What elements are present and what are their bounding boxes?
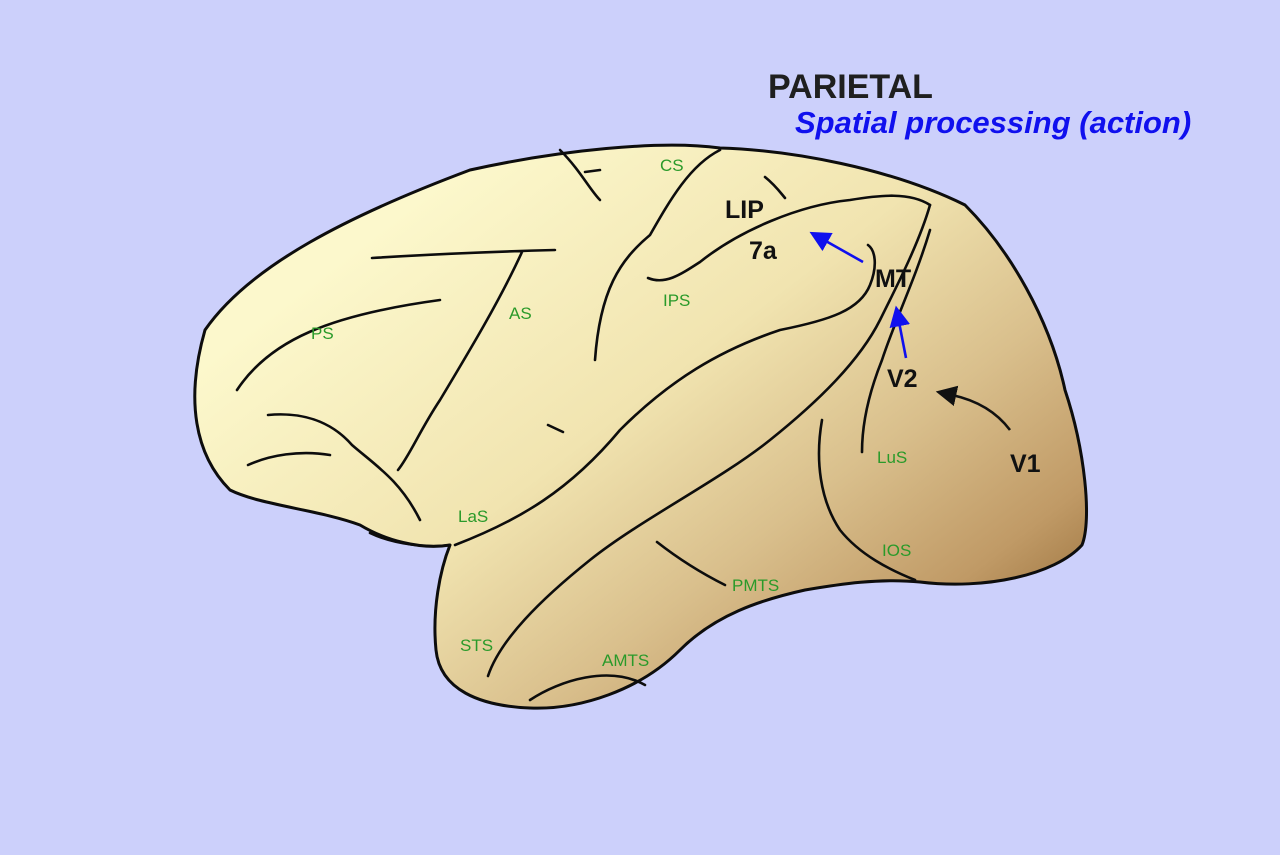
frontal-sulcus-line [266, 413, 422, 522]
label-ios: IOS [882, 541, 911, 560]
arrow-mt-to-7a [809, 231, 864, 264]
diagram-title: PARIETAL [768, 68, 933, 106]
sulcus-short-line-1 [583, 168, 602, 174]
label-as: AS [509, 304, 532, 323]
central-sulcus-line [593, 148, 722, 362]
label-amts: AMTS [602, 651, 649, 670]
sulci-lines [235, 148, 932, 702]
label-7a: 7a [749, 237, 778, 265]
label-lus: LuS [877, 448, 907, 467]
lunate-sulcus-line [860, 228, 932, 454]
arcuate-sulcus-line [370, 248, 557, 472]
ips-line [646, 194, 932, 282]
label-pmts: PMTS [732, 576, 779, 595]
principal-sulcus-line [235, 298, 442, 392]
label-mt: MT [875, 265, 911, 293]
ips-short-line [763, 175, 787, 200]
lateral-sulcus-line [453, 243, 877, 547]
temporal-lower-line [368, 531, 452, 548]
label-sts: STS [460, 636, 493, 655]
label-ips: IPS [663, 291, 690, 310]
label-v2: V2 [887, 365, 918, 393]
label-ps: PS [311, 324, 334, 343]
label-cs: CS [660, 156, 684, 175]
diagram-subtitle: Spatial processing (action) [795, 105, 1191, 140]
orbital-sulcus-line [246, 451, 332, 467]
label-las: LaS [458, 507, 488, 526]
short-dash-line [546, 423, 565, 434]
pmts-line [655, 540, 727, 587]
central-sulcus-upper-line [558, 148, 602, 202]
sts-line [486, 203, 932, 678]
amts-line [528, 674, 647, 702]
arrow-v1-to-v2 [935, 385, 1012, 431]
label-v1: V1 [1010, 450, 1041, 478]
arrow-v2-to-mt [889, 305, 911, 359]
label-lip: LIP [725, 196, 764, 224]
ios-line [817, 418, 917, 582]
